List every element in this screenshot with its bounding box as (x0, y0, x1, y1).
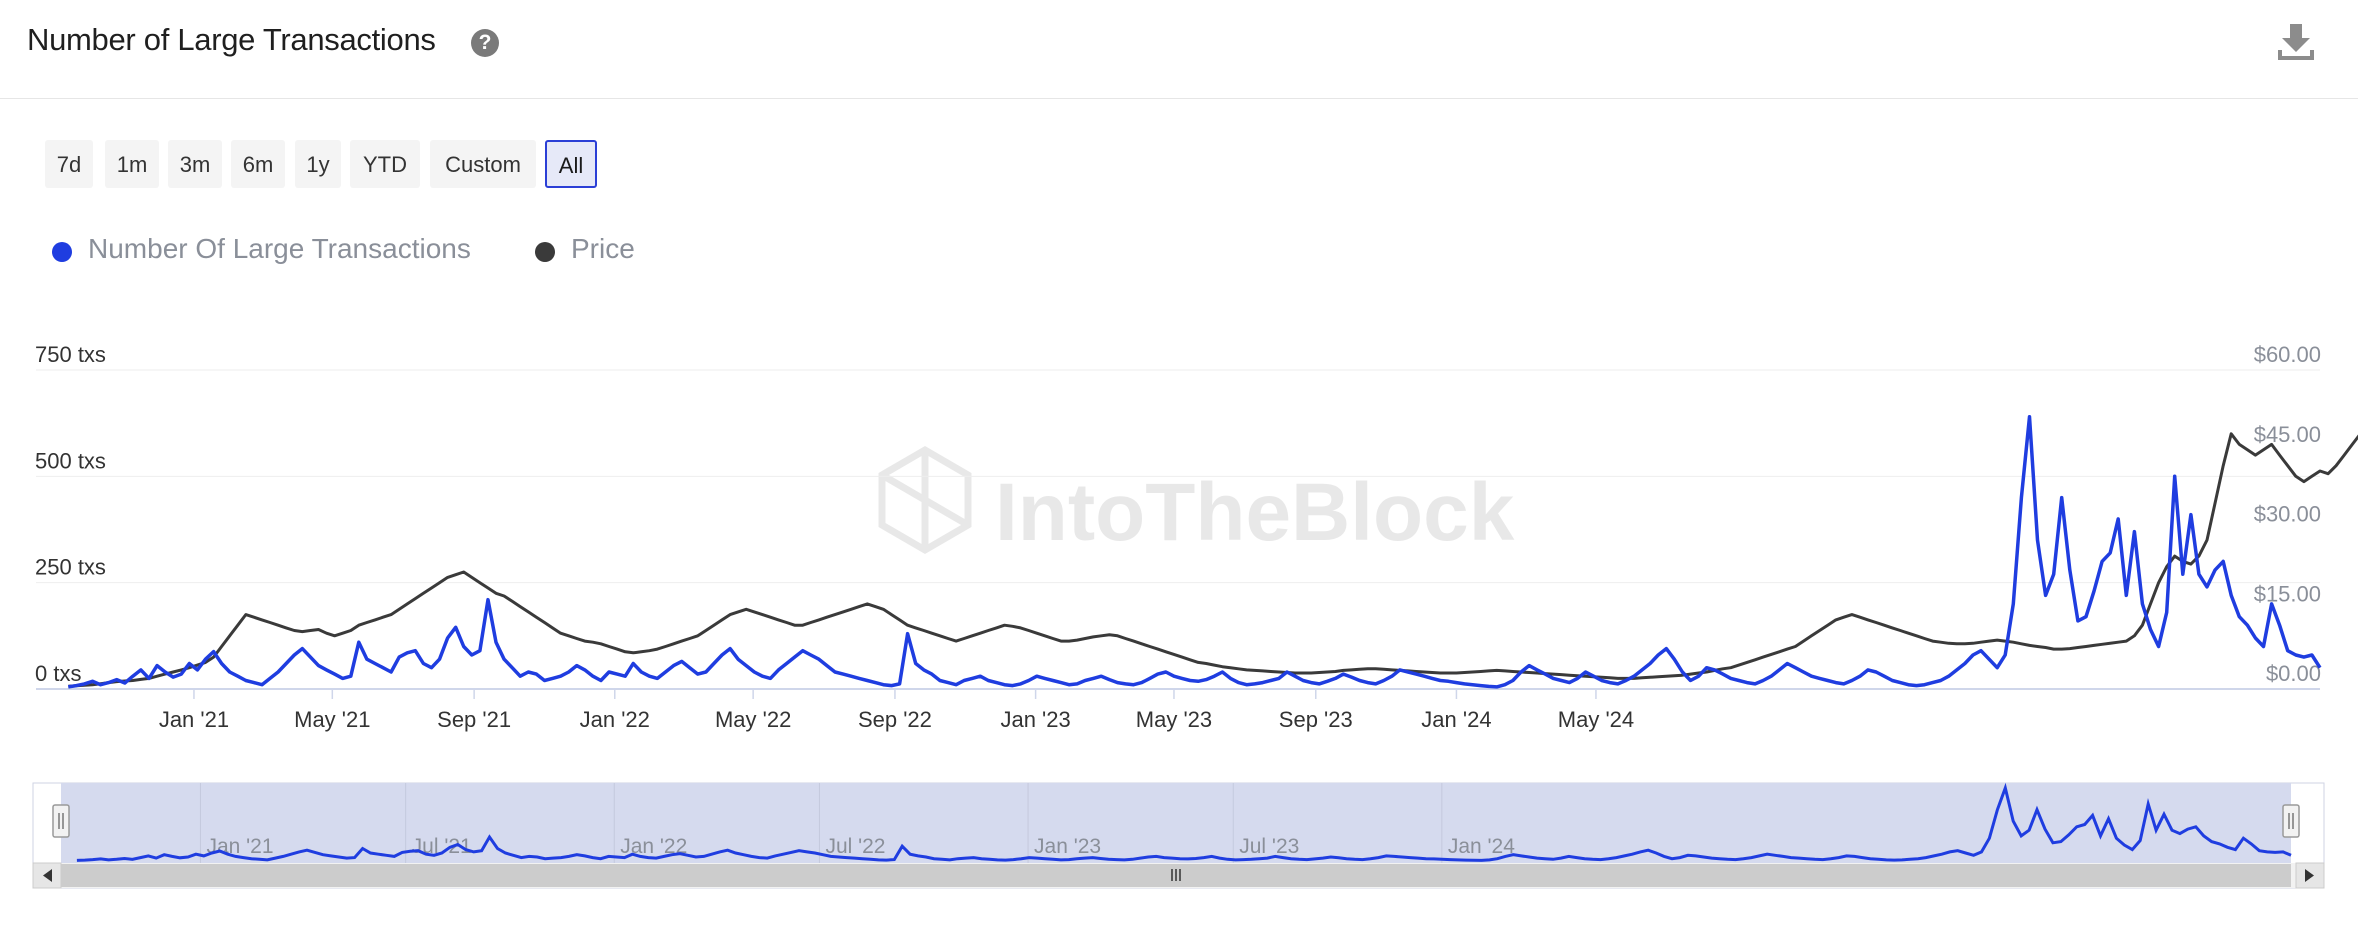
y-axis-left: 0 txs 250 txs 500 txs 750 txs (35, 342, 106, 686)
y-left-tick-label: 250 txs (35, 555, 106, 580)
navigator-label: Jan '23 (1034, 835, 1101, 858)
series-group (68, 415, 2358, 689)
navigator-series-line (76, 782, 2292, 862)
navigator-selection[interactable] (61, 783, 2291, 863)
x-tick-label: Sep '21 (437, 707, 511, 732)
navigator-label: Jul '21 (412, 835, 472, 858)
legend-item-large-transactions[interactable]: Number Of Large Transactions (50, 230, 500, 270)
range-6m-button[interactable]: 6m (231, 140, 285, 188)
series-price (68, 432, 2358, 688)
range-1y-button[interactable]: 1y (295, 140, 341, 188)
x-tick-label: Jan '24 (1421, 707, 1491, 732)
x-tick-label: Sep '23 (1279, 707, 1353, 732)
range-custom-button[interactable]: Custom (430, 140, 536, 188)
legend-label: Price (571, 233, 635, 264)
legend-item-price[interactable]: Price (533, 230, 653, 270)
chart-title: Number of Large Transactions (27, 22, 436, 57)
y-left-tick-label: 750 txs (35, 342, 106, 367)
scroll-left-arrow-icon[interactable] (32, 862, 62, 889)
chart-header: Number of Large Transactions ? (0, 0, 2358, 99)
navigator-label: Jan '24 (1448, 835, 1515, 858)
range-3m-button[interactable]: 3m (168, 140, 222, 188)
x-tick-label: Sep '22 (858, 707, 932, 732)
watermark-text: IntoTheBlock (995, 467, 1515, 558)
legend-dot-icon (535, 242, 555, 262)
legend-label: Number Of Large Transactions (88, 233, 471, 264)
navigator-label: Jul '23 (1239, 835, 1299, 858)
navigator-label: Jul '22 (825, 835, 885, 858)
legend-dot-icon (52, 242, 72, 262)
y-left-tick-label: 500 txs (35, 448, 106, 473)
navigator-handle-right[interactable] (2282, 804, 2300, 838)
y-right-tick-label: $30.00 (2254, 502, 2321, 527)
x-tick-label: Jan '22 (580, 707, 650, 732)
navigator-label: Jan '21 (206, 835, 273, 858)
x-tick-label: May '23 (1136, 707, 1212, 732)
y-left-tick-label: 0 txs (35, 661, 81, 686)
navigator-grid (199, 783, 1443, 863)
series-line (68, 432, 2358, 688)
navigator-label: Jan '22 (620, 835, 687, 858)
gridlines (36, 369, 2320, 690)
x-tick-label: May '21 (294, 707, 370, 732)
y-right-tick-label: $15.00 (2254, 581, 2321, 606)
range-1m-button[interactable]: 1m (105, 140, 159, 188)
series-large-transactions (68, 415, 2322, 689)
x-tick-label: Jan '21 (159, 707, 229, 732)
y-right-tick-label: $45.00 (2254, 422, 2321, 447)
x-tick-label: Jan '23 (1000, 707, 1070, 732)
y-axis-right: $0.00 $15.00 $30.00 $45.00 $60.00 (2254, 342, 2321, 686)
series-line (68, 415, 2322, 689)
watermark-logo-icon (878, 445, 972, 555)
x-tick-label: May '24 (1558, 707, 1634, 732)
y-right-tick-label: $60.00 (2254, 342, 2321, 367)
scrollbar-grip-icon (1171, 869, 1181, 881)
question-circle-icon[interactable]: ? (471, 29, 499, 57)
y-right-tick-label: $0.00 (2266, 661, 2321, 686)
watermark: IntoTheBlock (878, 445, 1515, 558)
x-axis: Jan '21 May '21 Sep '21 Jan '22 May '22 Sep '… (159, 689, 1634, 732)
range-7d-button[interactable]: 7d (45, 140, 93, 188)
x-tick-label: May '22 (715, 707, 791, 732)
range-all-button[interactable]: All (545, 140, 597, 188)
range-ytd-button[interactable]: YTD (350, 140, 420, 188)
scroll-right-arrow-icon[interactable] (2295, 862, 2325, 889)
download-icon[interactable] (2276, 22, 2316, 62)
navigator-handle-left[interactable] (52, 804, 70, 838)
navigator[interactable]: Jan '21 Jul '21 Jan '22 Jul '22 Jan '23 Jul '… (32, 782, 2325, 889)
